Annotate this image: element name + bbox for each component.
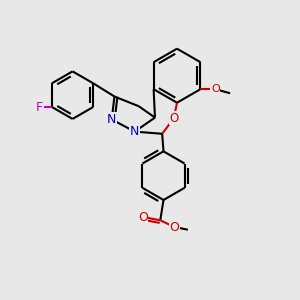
- Text: O: O: [138, 211, 148, 224]
- Text: O: O: [211, 84, 220, 94]
- Text: O: O: [169, 220, 179, 233]
- Text: F: F: [36, 100, 43, 113]
- Text: O: O: [169, 112, 178, 125]
- Text: N: N: [107, 113, 116, 126]
- Text: N: N: [130, 125, 140, 138]
